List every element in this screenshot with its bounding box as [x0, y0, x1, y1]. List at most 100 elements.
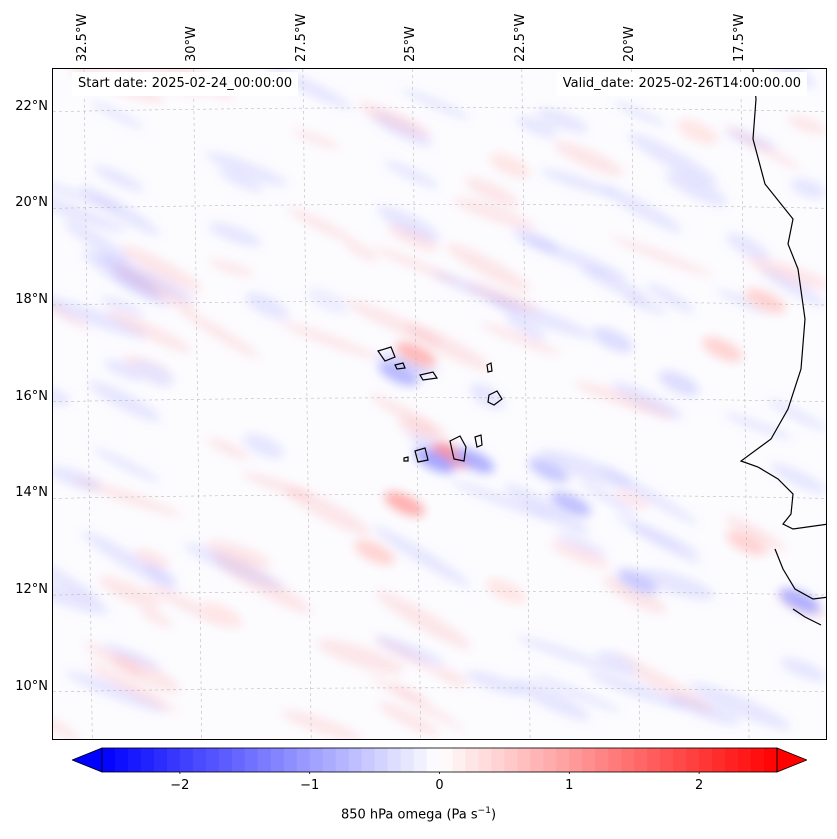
colorbar-segment	[231, 748, 246, 772]
colorbar-segment	[322, 748, 337, 772]
omega-feature-6	[528, 457, 569, 483]
colorbar-segment	[179, 748, 194, 772]
omega-feature-11	[702, 337, 743, 362]
colorbar-segment	[686, 748, 700, 772]
lon-label: 30°W	[184, 26, 200, 62]
island-5	[449, 435, 467, 462]
colorbar-segment	[413, 748, 428, 772]
omega-feature-19	[307, 288, 348, 314]
omega-feature-16	[133, 361, 174, 386]
omega-feature-12	[592, 327, 634, 353]
colorbar-segment	[504, 748, 518, 772]
omega-feature-17	[489, 153, 531, 179]
colorbar-segment	[673, 748, 687, 772]
colorbar-segment	[102, 748, 116, 772]
colorbar-tick-label: 1	[565, 778, 574, 793]
colorbar-segment	[218, 748, 233, 772]
colorbar-label-text: 850 hPa omega (Pa s	[340, 807, 478, 823]
colorbar-segment	[205, 748, 220, 772]
omega-feature-3	[384, 491, 425, 517]
africa-coastline-south	[774, 548, 826, 626]
meridian-6	[740, 69, 750, 739]
colorbar-segment	[699, 748, 713, 772]
parallel-4	[53, 494, 826, 499]
colorbar-segment	[634, 748, 648, 772]
meridian-1	[193, 69, 203, 739]
colorbar-segment	[595, 748, 609, 772]
omega-feature-15	[243, 433, 285, 459]
omega-feature-21	[486, 578, 527, 604]
omega-feature-18	[677, 119, 719, 145]
colorbar-segment	[374, 748, 389, 772]
island-1	[394, 362, 406, 370]
colorbar-segment	[348, 748, 363, 772]
colorbar-segment	[387, 748, 402, 772]
colorbar-segment	[556, 748, 570, 772]
lat-label: 16°N	[15, 388, 48, 404]
omega-feature-5	[378, 361, 419, 386]
colorbar-segment	[660, 748, 674, 772]
gridlines	[53, 69, 826, 739]
omega-map	[53, 69, 826, 739]
coastlines	[377, 69, 826, 626]
colorbar-segment	[309, 748, 324, 772]
lon-label: 22.5°W	[512, 13, 528, 62]
colorbar-segment	[114, 748, 129, 772]
colorbar-segment	[153, 748, 168, 772]
colorbar-label: 850 hPa omega (Pa s−1)	[0, 806, 837, 822]
valid-date-label: Valid_date: 2025-02-26T14:00:00.00	[556, 72, 807, 96]
colorbar-segment	[335, 748, 350, 772]
colorbar-segment	[400, 748, 415, 772]
colorbar-segment	[244, 748, 259, 772]
colorbar-segment	[283, 748, 298, 772]
colorbar-tick-label: 2	[694, 778, 704, 793]
colorbar-extend-low	[72, 747, 103, 773]
omega-feature-14	[354, 540, 395, 565]
colorbar-extend-high	[776, 747, 807, 773]
island-3	[486, 362, 493, 373]
colorbar-segment	[608, 748, 622, 772]
colorbar-segment	[751, 748, 765, 772]
colorbar-segment	[543, 748, 557, 772]
colorbar	[72, 747, 807, 774]
omega-feature-13	[658, 370, 700, 396]
colorbar-segment	[764, 748, 778, 772]
colorbar-segment	[478, 748, 492, 772]
meridian-5	[630, 69, 640, 739]
island-8	[403, 456, 409, 462]
africa-coastline	[739, 69, 826, 530]
colorbar-segment	[166, 748, 181, 772]
lat-label: 22°N	[15, 98, 48, 114]
colorbar-segment	[452, 748, 466, 772]
colorbar-segment	[192, 748, 207, 772]
colorbar-label-exponent: −1	[477, 806, 491, 816]
colorbar-segment	[127, 748, 142, 772]
colorbar-segment	[621, 748, 635, 772]
parallel-5	[53, 590, 826, 596]
omega-feature-2	[453, 448, 495, 473]
lat-label: 18°N	[15, 292, 48, 308]
colorbar-segment	[582, 748, 596, 772]
parallel-0	[53, 107, 826, 112]
colorbar-segment	[465, 748, 479, 772]
map-panel	[52, 68, 827, 740]
island-4	[487, 390, 503, 406]
lon-label: 20°W	[622, 26, 638, 62]
colorbar-segment	[569, 748, 583, 772]
colorbar-segment	[647, 748, 661, 772]
colorbar-tick-label: −1	[300, 778, 320, 793]
parallel-3	[53, 397, 826, 403]
omega-feature-20	[201, 602, 243, 628]
omega-feature-7	[550, 491, 592, 517]
omega-feature-22	[726, 530, 767, 556]
colorbar-segment	[426, 748, 440, 772]
meridian-4	[521, 69, 531, 739]
parallel-1	[53, 204, 826, 209]
parallel-2	[53, 300, 826, 306]
colorbar-segment	[738, 748, 752, 772]
colorbar-tick-label: −2	[170, 778, 190, 793]
lon-label: 25°W	[403, 26, 419, 62]
colorbar-segment	[361, 748, 376, 772]
colorbar-segment	[530, 748, 544, 772]
colorbar-segment	[257, 748, 272, 772]
